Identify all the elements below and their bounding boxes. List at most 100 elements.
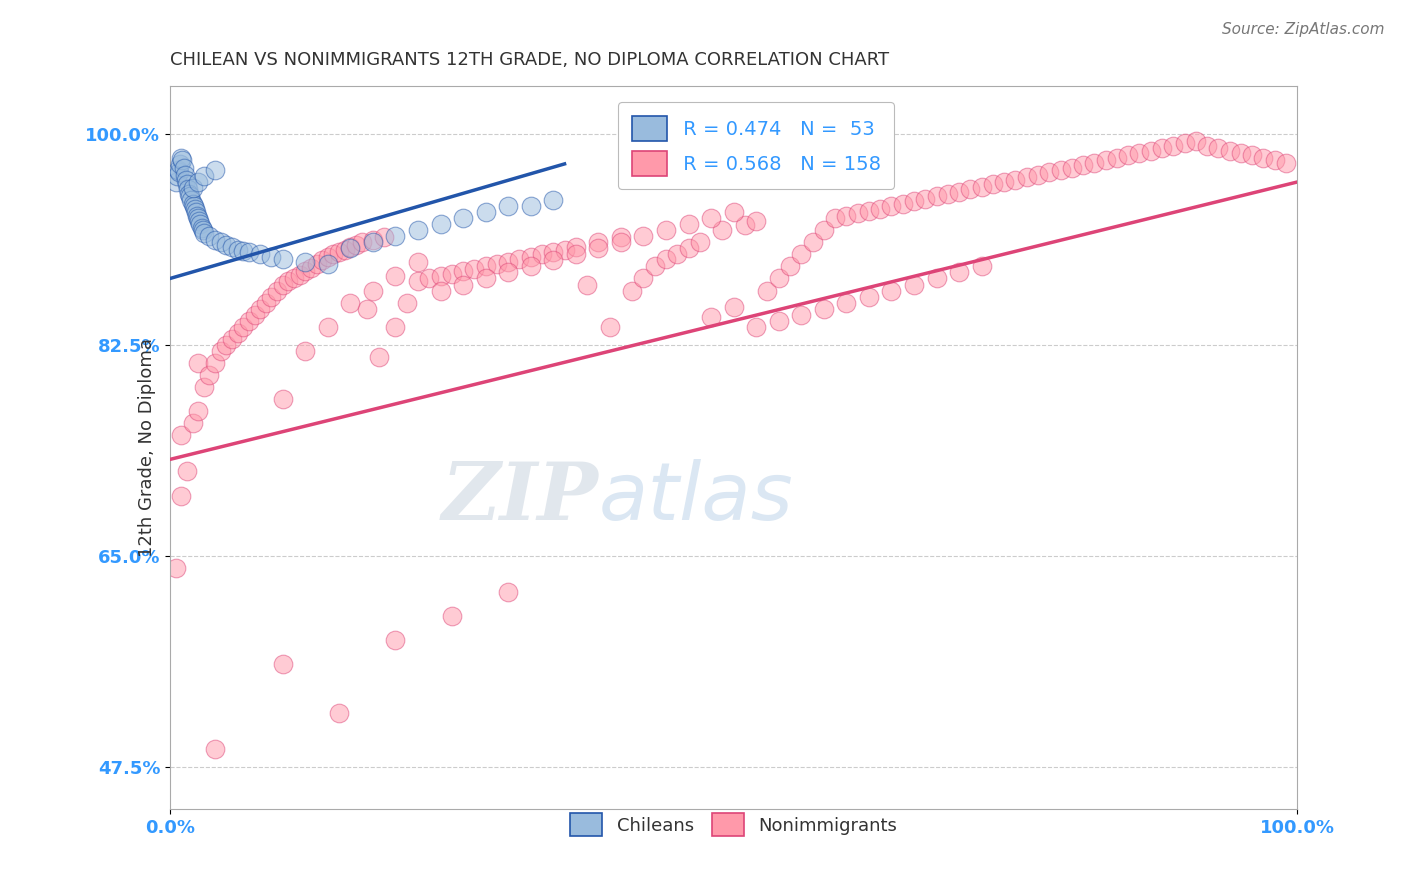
Point [768, 314, 790, 328]
Point [948, 265, 970, 279]
Point [406, 223, 429, 237]
Point [243, 308, 266, 322]
Point [238, 244, 260, 259]
Point [226, 243, 249, 257]
Point [406, 274, 429, 288]
Point [271, 392, 294, 406]
Point [1116, 148, 1139, 162]
Point [993, 175, 1015, 189]
Point [184, 202, 207, 216]
Point [824, 211, 846, 226]
Point [530, 247, 553, 261]
Point [198, 368, 221, 382]
Point [176, 178, 198, 192]
Point [395, 295, 418, 310]
Point [373, 230, 395, 244]
Point [249, 301, 271, 316]
Point [190, 217, 212, 231]
Point [339, 241, 361, 255]
Point [903, 194, 925, 209]
Point [429, 268, 451, 283]
Point [801, 235, 824, 250]
Point [179, 187, 201, 202]
Point [891, 196, 914, 211]
Point [339, 295, 361, 310]
Point [260, 250, 283, 264]
Point [846, 206, 869, 220]
Point [181, 181, 204, 195]
Point [734, 219, 756, 233]
Point [384, 229, 406, 244]
Point [588, 235, 610, 250]
Point [1208, 141, 1230, 155]
Point [914, 192, 936, 206]
Point [1094, 153, 1116, 168]
Text: ZIP: ZIP [441, 459, 599, 537]
Point [543, 253, 565, 268]
Point [288, 268, 311, 282]
Point [633, 271, 655, 285]
Point [173, 161, 195, 175]
Point [779, 260, 801, 274]
Point [170, 489, 193, 503]
Point [322, 247, 344, 261]
Point [165, 561, 187, 575]
Point [215, 237, 238, 252]
Point [903, 277, 925, 292]
Point [485, 257, 508, 271]
Point [177, 182, 200, 196]
Point [254, 295, 277, 310]
Point [204, 356, 226, 370]
Point [813, 223, 835, 237]
Point [496, 199, 519, 213]
Point [723, 301, 745, 315]
Point [869, 202, 891, 216]
Point [170, 151, 193, 165]
Point [169, 157, 191, 171]
Point [451, 211, 474, 226]
Point [316, 250, 339, 264]
Point [384, 268, 406, 283]
Point [790, 308, 813, 322]
Point [474, 205, 496, 219]
Point [1004, 172, 1026, 186]
Point [745, 213, 768, 227]
Point [474, 271, 496, 285]
Point [610, 230, 633, 244]
Point [936, 187, 959, 202]
Point [880, 199, 903, 213]
Point [1038, 165, 1060, 179]
Point [333, 243, 356, 257]
Point [187, 211, 209, 226]
Point [519, 260, 541, 274]
Point [496, 585, 519, 599]
Point [813, 301, 835, 316]
Point [519, 250, 541, 264]
Point [655, 252, 678, 267]
Point [678, 217, 700, 231]
Point [215, 338, 238, 352]
Point [173, 168, 195, 182]
Point [1185, 134, 1208, 148]
Point [367, 350, 389, 364]
Point [1161, 138, 1184, 153]
Point [271, 277, 294, 292]
Point [666, 247, 689, 261]
Point [271, 657, 294, 672]
Point [249, 247, 271, 261]
Point [429, 284, 451, 298]
Point [925, 189, 948, 203]
Point [1015, 170, 1038, 185]
Point [599, 319, 621, 334]
Point [266, 284, 288, 298]
Point [429, 217, 451, 231]
Point [294, 254, 316, 268]
Point [238, 314, 260, 328]
Point [981, 178, 1004, 192]
Point [305, 257, 328, 271]
Point [183, 199, 205, 213]
Point [1241, 148, 1264, 162]
Point [187, 175, 209, 189]
Point [723, 205, 745, 219]
Point [858, 289, 880, 303]
